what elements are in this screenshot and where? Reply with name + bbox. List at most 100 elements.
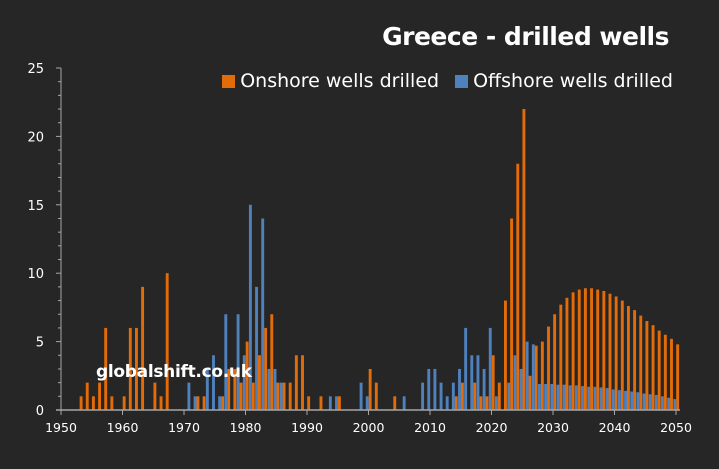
bar-onshore-2020	[491, 355, 495, 410]
bar-offshore-2037	[593, 386, 597, 410]
legend-item-offshore: Offshore wells drilled	[455, 70, 673, 92]
bar-onshore-2040	[614, 296, 618, 410]
bar-offshore-2023	[507, 382, 511, 410]
x-tick-label: 1980	[230, 420, 262, 435]
bar-onshore-2022	[504, 300, 507, 410]
bar-offshore-1979	[236, 314, 240, 410]
bar-offshore-2028	[538, 384, 541, 410]
bar-offshore-1983	[261, 218, 265, 410]
bar-offshore-2050	[673, 399, 677, 410]
bar-offshore-2010	[427, 368, 431, 410]
bar-offshore-2040	[611, 389, 615, 410]
bar-onshore-1954	[85, 382, 89, 410]
bar-onshore-1956	[98, 382, 101, 410]
bar-offshore-2020	[488, 327, 492, 410]
bar-onshore-2041	[620, 300, 624, 410]
bar-onshore-2037	[596, 289, 600, 410]
bar-offshore-2039	[605, 388, 609, 410]
bar-onshore-2033	[571, 292, 575, 410]
bar-onshore-2025	[522, 109, 526, 410]
x-tick-label: 2000	[353, 420, 385, 435]
x-tick-label: 2010	[414, 420, 446, 435]
bar-onshore-2027	[534, 345, 538, 410]
bar-onshore-2018	[479, 396, 483, 410]
bar-offshore-2026	[525, 341, 529, 410]
bar-onshore-1958	[110, 396, 114, 410]
bar-onshore-2042	[627, 306, 630, 410]
bar-onshore-1981	[251, 382, 255, 410]
bar-offshore-1972	[193, 396, 197, 410]
bars-layer	[79, 109, 680, 410]
watermark: globalshift.co.uk	[96, 362, 252, 382]
bar-offshore-2030	[550, 384, 554, 410]
bar-onshore-1963	[141, 286, 145, 410]
bar-offshore-1994	[328, 396, 332, 410]
bar-onshore-1983	[264, 327, 268, 410]
bar-onshore-2048	[663, 334, 667, 410]
bar-onshore-1978	[233, 368, 237, 410]
bar-onshore-2045	[645, 321, 649, 410]
bar-onshore-1995	[337, 396, 341, 410]
bar-offshore-2033	[568, 385, 572, 410]
bar-offshore-1977	[224, 314, 228, 410]
bar-offshore-2019	[482, 368, 486, 410]
bar-onshore-2021	[497, 382, 501, 410]
bar-offshore-2009	[421, 382, 425, 410]
bar-offshore-2036	[587, 386, 591, 410]
bar-onshore-2026	[528, 375, 532, 410]
bar-onshore-1988	[294, 355, 298, 410]
bar-offshore-2032	[562, 384, 566, 410]
bar-offshore-1995	[335, 396, 338, 410]
bar-offshore-2013	[445, 396, 449, 410]
y-tick-label: 10	[27, 267, 44, 282]
bar-offshore-2000	[365, 396, 369, 410]
bar-onshore-1966	[159, 396, 163, 410]
bar-onshore-2014	[454, 396, 458, 410]
bar-onshore-1990	[307, 396, 311, 410]
bar-onshore-2001	[374, 382, 378, 410]
bar-offshore-2038	[599, 387, 603, 410]
bar-onshore-1957	[104, 327, 108, 410]
bar-onshore-2024	[516, 163, 520, 410]
bar-offshore-2049	[667, 397, 671, 410]
bar-offshore-2046	[648, 394, 652, 410]
bar-offshore-1980	[242, 355, 246, 410]
bar-onshore-1989	[301, 355, 304, 410]
x-tick-label: 2040	[599, 420, 631, 435]
bar-offshore-2006	[402, 396, 406, 410]
y-tick-label: 20	[27, 130, 44, 145]
bar-offshore-2021	[494, 396, 498, 410]
bar-offshore-1975	[212, 355, 215, 410]
x-tick-label: 2050	[660, 420, 692, 435]
bar-onshore-1987	[288, 382, 292, 410]
bar-offshore-1981	[248, 204, 252, 410]
bar-onshore-2036	[590, 288, 593, 410]
bar-onshore-2038	[602, 290, 606, 410]
x-tick-label: 1970	[168, 420, 200, 435]
bar-onshore-1982	[258, 355, 261, 410]
bar-onshore-2015	[460, 382, 464, 410]
bar-onshore-1960	[122, 396, 126, 410]
bar-onshore-2039	[608, 293, 612, 410]
x-tick-label: 1960	[107, 420, 139, 435]
bar-offshore-2045	[642, 393, 646, 410]
bar-onshore-2047	[657, 330, 661, 410]
bar-offshore-2027	[531, 344, 535, 410]
bar-onshore-1992	[319, 396, 323, 410]
legend-item-onshore: Onshore wells drilled	[222, 70, 439, 92]
bar-onshore-2017	[473, 382, 477, 410]
bar-offshore-2048	[661, 396, 664, 410]
y-tick-label: 0	[36, 404, 44, 419]
bar-offshore-2012	[439, 382, 443, 410]
bar-onshore-1976	[221, 396, 224, 410]
legend-label-offshore: Offshore wells drilled	[473, 70, 673, 92]
bar-onshore-2029	[547, 326, 550, 410]
bar-onshore-1980	[245, 341, 249, 410]
bar-onshore-2046	[651, 325, 655, 410]
bar-offshore-1999	[359, 382, 363, 410]
chart-title: Greece - drilled wells	[382, 22, 669, 51]
bar-onshore-1955	[91, 396, 95, 410]
bar-onshore-1965	[153, 382, 157, 410]
bar-onshore-2035	[583, 288, 587, 410]
